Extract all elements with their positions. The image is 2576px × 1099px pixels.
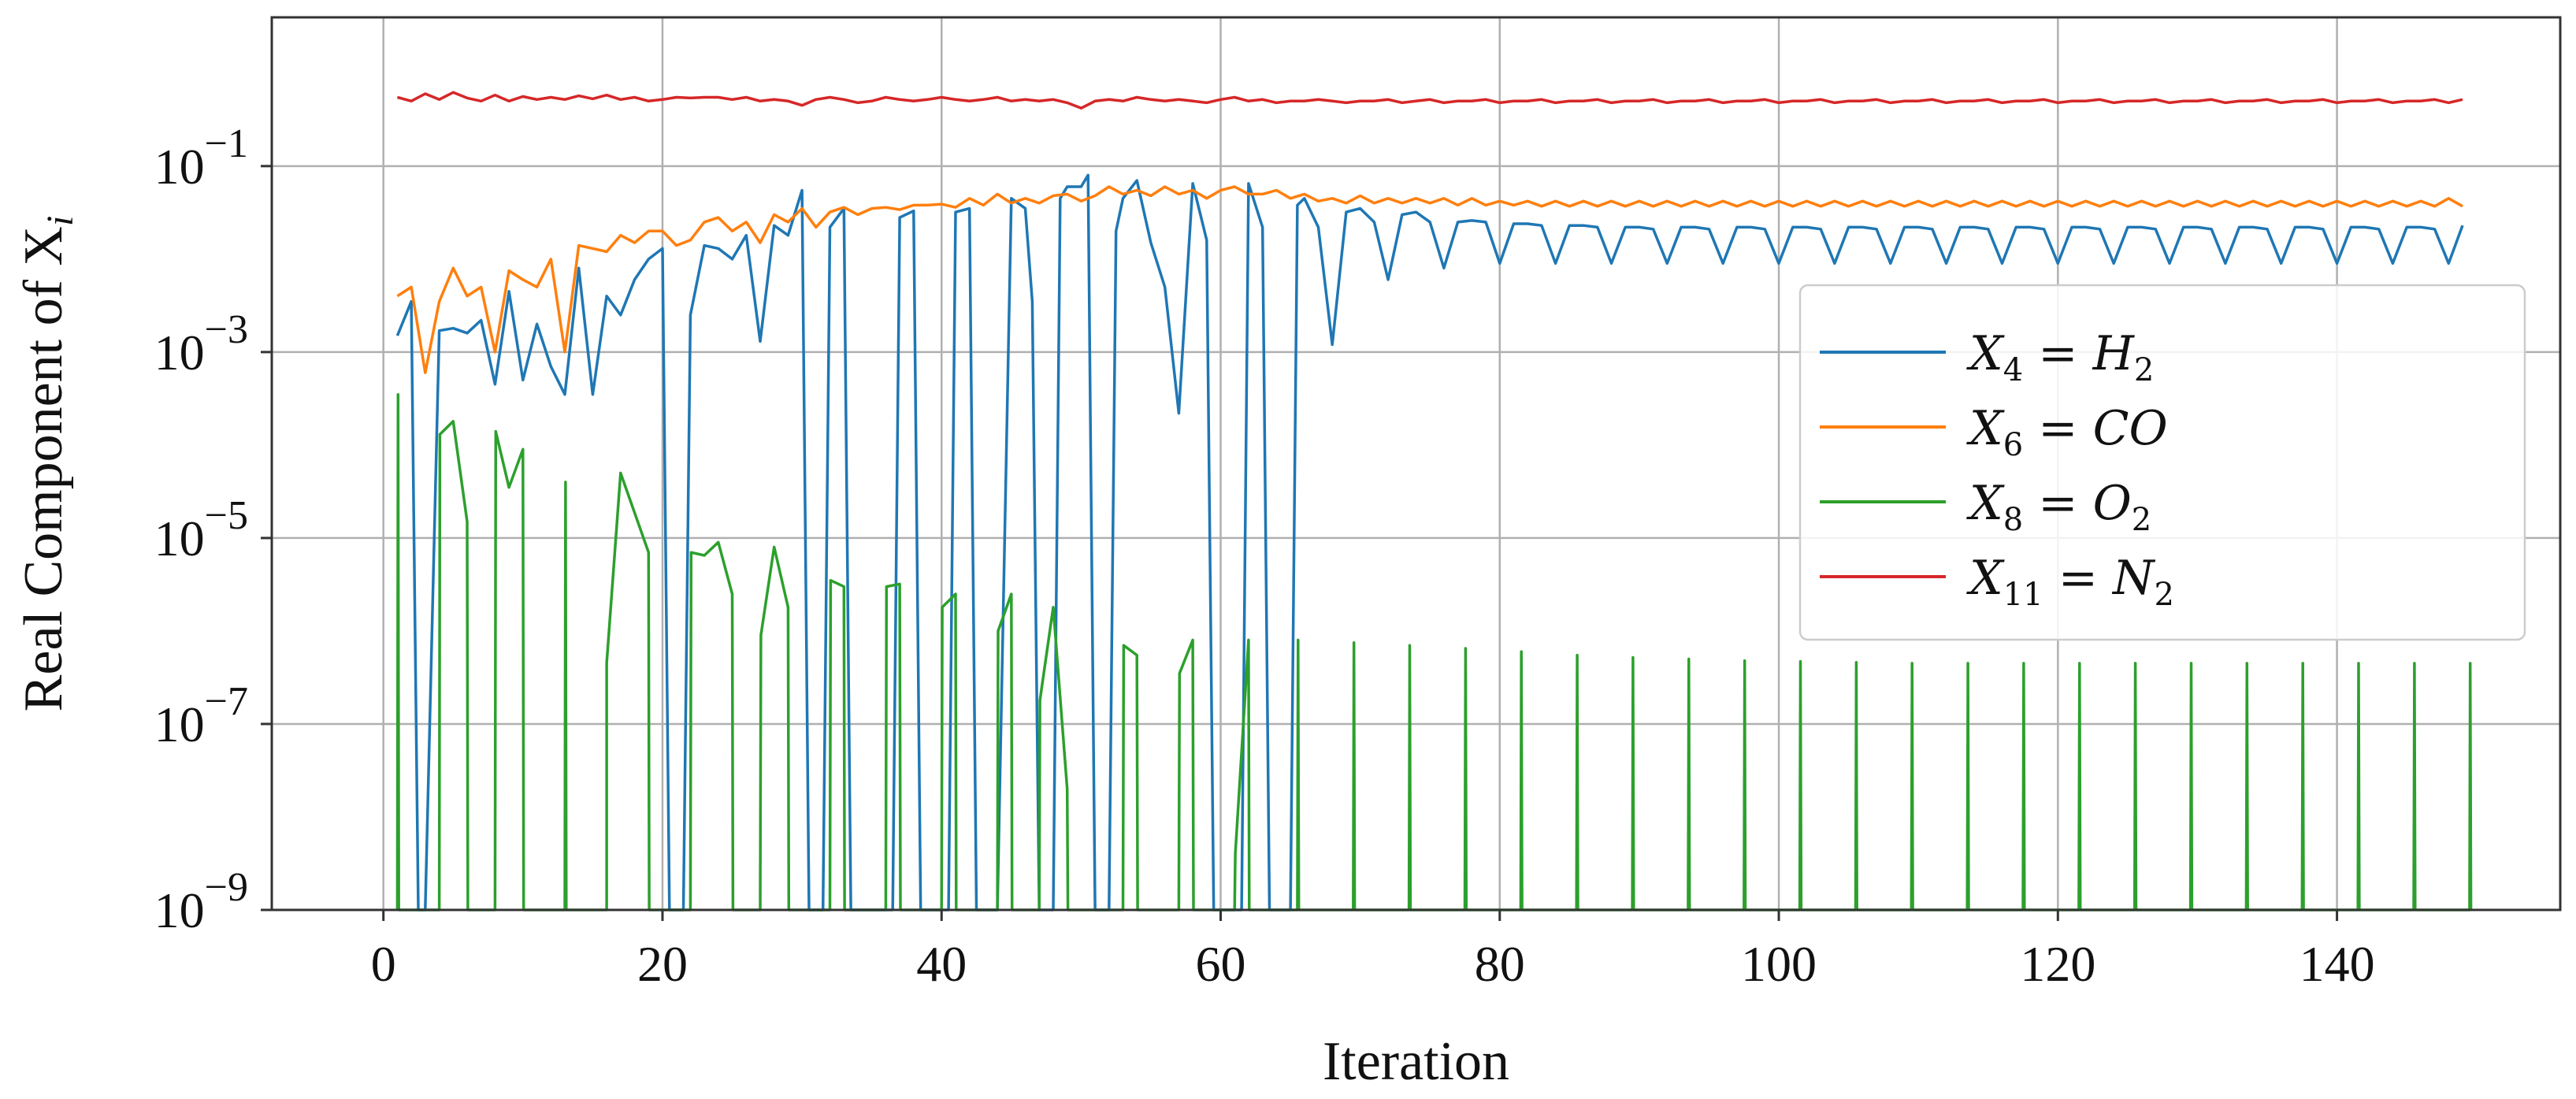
legend-label: X8 = O2 — [1966, 476, 2151, 538]
y-tick-label: 10−9 — [154, 865, 248, 938]
y-axis-label-subscript: i — [39, 216, 81, 226]
legend-entry: X8 = O2 — [1820, 476, 2151, 538]
x-axis-label: Iteration — [1323, 1031, 1509, 1092]
x-axis-ticks: 0 20 40 60 80 100 120 140 — [371, 910, 2375, 992]
x-tick-label: 0 — [371, 936, 396, 992]
x-tick-label: 60 — [1196, 936, 1246, 992]
x-tick-label: 80 — [1475, 936, 1525, 992]
legend: X4 = H2 X6 = CO X8 = O2 X11 = N2 — [1798, 284, 2526, 641]
legend-label: X11 = N2 — [1966, 551, 2174, 613]
legend-box — [1798, 284, 2526, 641]
series-line-4 — [396, 91, 2463, 110]
y-tick-label: 10−5 — [154, 493, 248, 566]
y-tick-label: 10−1 — [154, 121, 248, 195]
x-tick-label: 20 — [637, 936, 688, 992]
x-tick-label: 120 — [2020, 936, 2095, 992]
legend-entry: X11 = N2 — [1820, 551, 2174, 613]
series-line-2 — [396, 185, 2463, 374]
x-tick-label: 40 — [916, 936, 967, 992]
plot-frame — [270, 16, 2562, 912]
legend-label: X6 = CO — [1966, 401, 2168, 463]
series-line-1 — [395, 173, 2464, 912]
legend-label: X4 = H2 — [1966, 326, 2154, 388]
y-axis-ticks: 10−1 10−3 10−5 10−7 10−9 — [154, 121, 272, 938]
y-tick-label: 10−7 — [154, 679, 248, 752]
y-axis-label: Real Component of Xi — [13, 216, 81, 712]
y-axis-label-text: Real Component of X — [13, 226, 74, 711]
y-tick-label: 10−3 — [154, 307, 248, 381]
x-tick-label: 100 — [1741, 936, 1817, 992]
x-tick-label: 140 — [2299, 936, 2375, 992]
legend-entry: X6 = CO — [1820, 401, 2168, 463]
legend-entry: X4 = H2 — [1820, 326, 2154, 388]
